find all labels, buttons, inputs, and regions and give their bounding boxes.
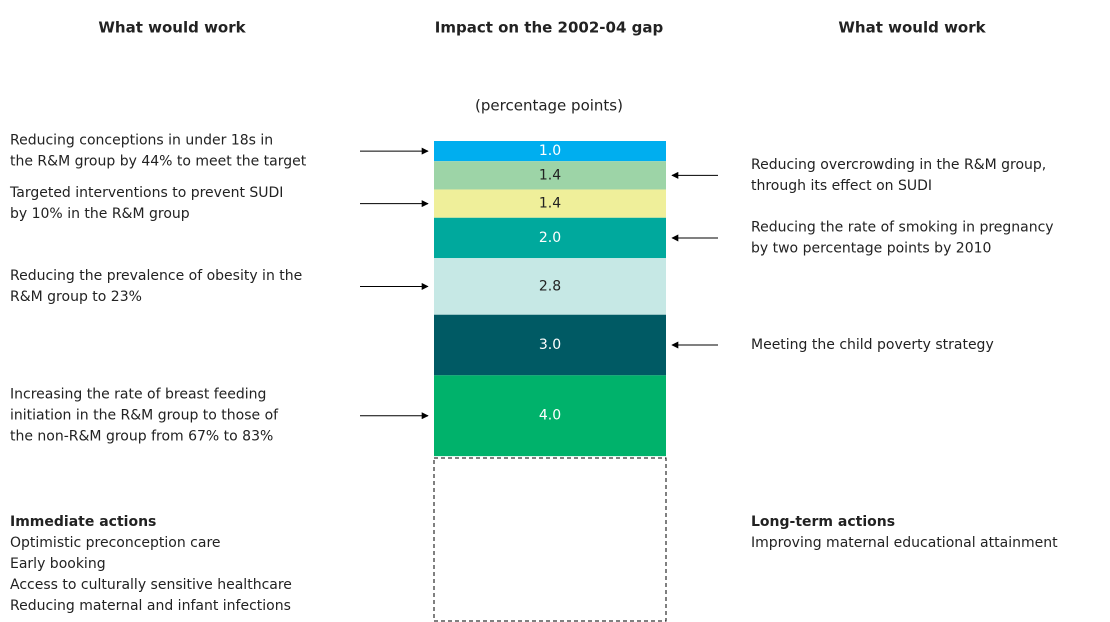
header: What would work [838, 19, 986, 37]
bar-segment [434, 258, 666, 315]
data-label: 1.4 [539, 196, 561, 212]
annotation: Increasing the rate of breast feeding [10, 387, 266, 403]
action-title: Immediate actions [10, 514, 156, 530]
action-item: Optimistic preconception care [10, 535, 221, 551]
data-label: 1.0 [539, 143, 561, 159]
bar-segment [434, 189, 666, 218]
annotation: the R&M group by 44% to meet the target [10, 154, 307, 170]
data-label: 2.8 [539, 278, 561, 294]
header: What would work [98, 19, 246, 37]
annotation: through its effect on SUDI [751, 178, 932, 194]
data-label: 1.4 [539, 167, 561, 183]
annotation: the non-R&M group from 67% to 83% [10, 429, 273, 445]
bar-segment [434, 141, 666, 162]
annotation: by two percentage points by 2010 [751, 240, 991, 256]
action-item: Access to culturally sensitive healthcar… [10, 577, 292, 593]
header: Impact on the 2002-04 gap [435, 19, 664, 37]
bar-segment [434, 314, 666, 376]
data-label: 3.0 [539, 337, 561, 353]
annotation: Targeted interventions to prevent SUDI [9, 185, 283, 201]
annotation: Reducing conceptions in under 18s in [10, 133, 273, 149]
annotation: Reducing the prevalence of obesity in th… [10, 268, 302, 284]
action-item: Reducing maternal and infant infections [10, 598, 291, 614]
annotation: Reducing the rate of smoking in pregnanc… [751, 219, 1054, 235]
action-item: Improving maternal educational attainmen… [751, 535, 1058, 551]
dashed-box [433, 457, 667, 622]
bar-segment [434, 217, 666, 259]
bar-segment [434, 161, 666, 190]
subtitle: (percentage points) [475, 97, 623, 115]
action-item: Early booking [10, 556, 106, 572]
bar-segment [434, 375, 666, 457]
data-label: 2.0 [539, 230, 561, 246]
annotation: Reducing overcrowding in the R&M group, [751, 157, 1046, 173]
annotation: R&M group to 23% [10, 289, 142, 305]
action-title: Long-term actions [751, 514, 895, 530]
annotation: initiation in the R&M group to those of [10, 408, 279, 424]
annotation: Meeting the child poverty strategy [751, 337, 994, 353]
data-label: 4.0 [539, 408, 561, 424]
annotation: by 10% in the R&M group [10, 206, 190, 222]
